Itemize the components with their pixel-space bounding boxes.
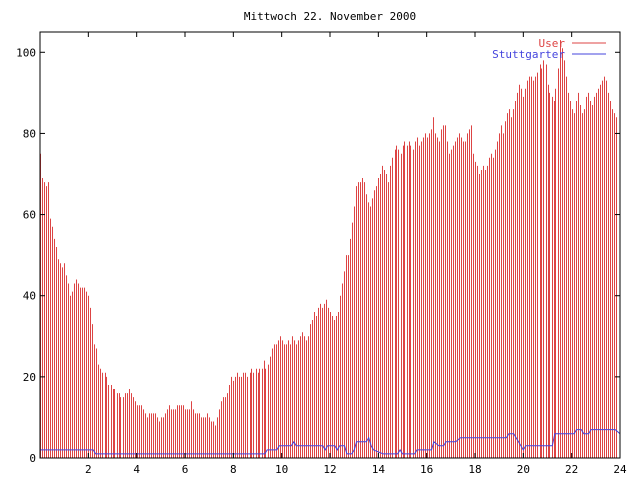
- y-tick-label: 100: [16, 46, 36, 59]
- y-tick-label: 80: [23, 127, 36, 140]
- y-tick-label: 0: [29, 452, 36, 465]
- x-tick-label: 16: [420, 463, 433, 476]
- x-tick-label: 18: [468, 463, 481, 476]
- y-tick-label: 20: [23, 371, 36, 384]
- x-tick-label: 22: [565, 463, 578, 476]
- x-tick-label: 4: [133, 463, 140, 476]
- y-tick-label: 60: [23, 209, 36, 222]
- x-tick-label: 6: [182, 463, 189, 476]
- x-tick-label: 8: [230, 463, 237, 476]
- x-tick-label: 20: [517, 463, 530, 476]
- y-tick-label: 40: [23, 290, 36, 303]
- x-tick-label: 2: [85, 463, 92, 476]
- y-axis: 0 20 40 60 80 100: [16, 46, 620, 465]
- chart-title: Mittwoch 22. November 2000: [244, 10, 416, 23]
- x-tick-label: 14: [372, 463, 386, 476]
- x-axis: 2 4 6 8 10 12 14 16 18 20 22 24: [85, 32, 627, 476]
- series-lines: [40, 429, 621, 455]
- user-bars: [40, 40, 617, 458]
- x-tick-label: 10: [275, 463, 288, 476]
- x-tick-label: 24: [613, 463, 627, 476]
- stuttgarter-line: [40, 429, 621, 455]
- x-tick-label: 12: [323, 463, 336, 476]
- legend-label-0: User: [539, 37, 566, 50]
- legend-label-1: Stuttgarter: [492, 48, 565, 61]
